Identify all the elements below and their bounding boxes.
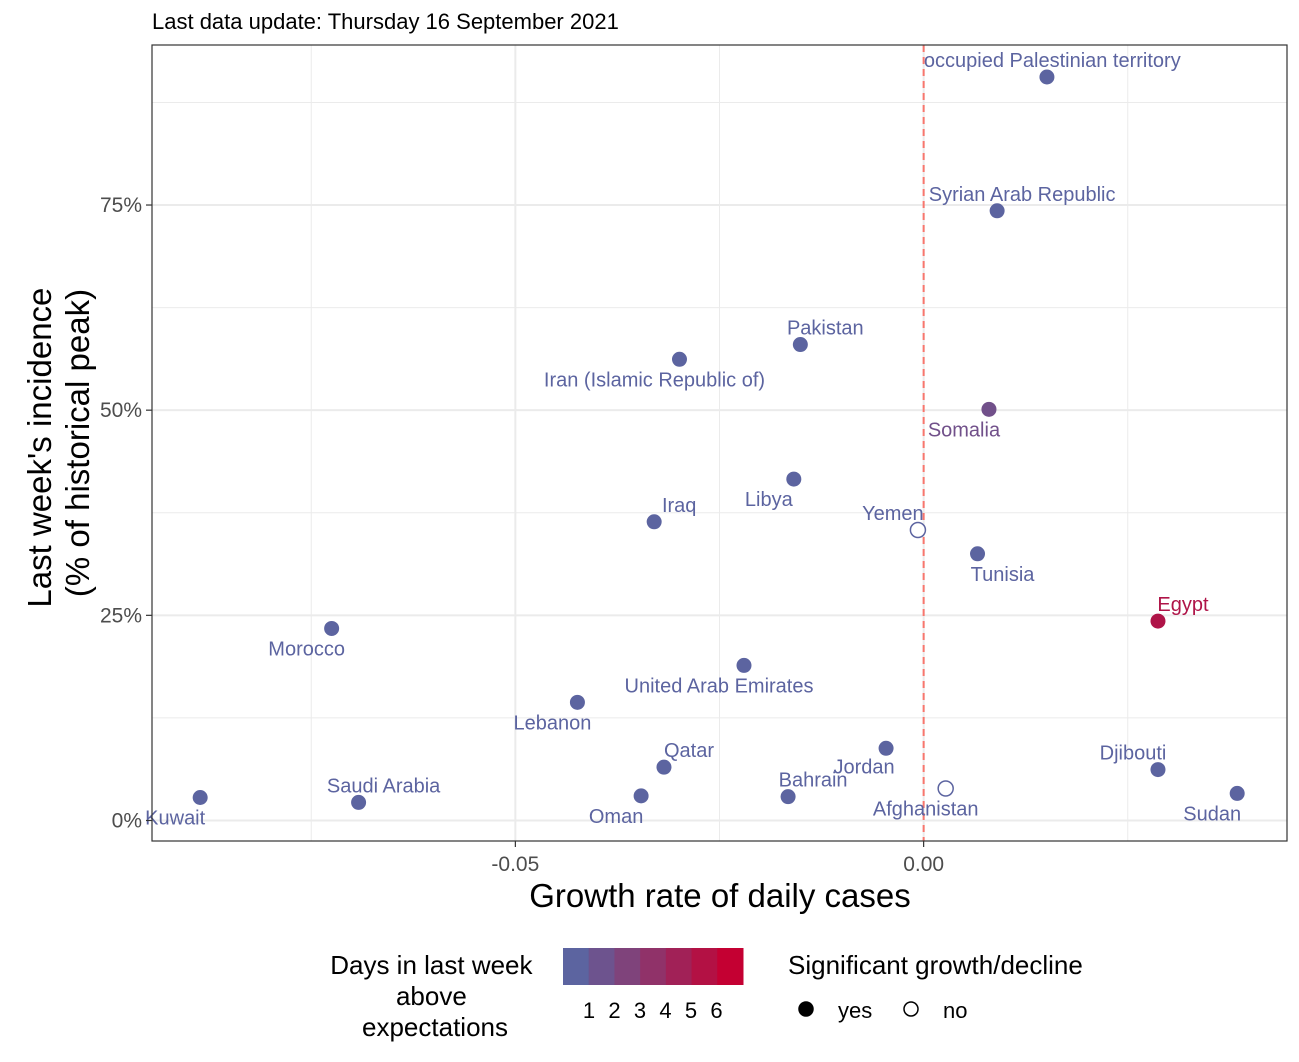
x-tick-label: -0.05 [491, 853, 539, 876]
color-legend-title-line-1: Days in last week [330, 950, 533, 980]
color-legend-label: 4 [659, 998, 671, 1023]
point-jordan [878, 740, 894, 756]
point-egypt [1150, 613, 1166, 629]
point-sudan [1229, 785, 1245, 801]
label-saudi-arabia: Saudi Arabia [327, 775, 441, 797]
point-saudi-arabia [351, 794, 367, 810]
point-iran-islamic-republic-of [671, 351, 687, 367]
color-bar-segment [691, 948, 718, 985]
point-afghanistan [937, 780, 954, 797]
legend-filled-circle [798, 1001, 814, 1017]
color-bar-segment [640, 948, 667, 985]
label-united-arab-emirates: United Arab Emirates [625, 675, 814, 697]
y-axis-ticks: 0% 25% 50% 75% [100, 194, 152, 832]
label-oman: Oman [589, 806, 643, 828]
point-pakistan [792, 337, 808, 353]
color-bar-segment [588, 948, 615, 985]
label-syrian-arab-republic: Syrian Arab Republic [929, 184, 1116, 206]
point-bahrain [780, 789, 796, 805]
color-legend-label: 1 [583, 998, 595, 1023]
data-update-note: Last data update: Thursday 16 September … [152, 9, 619, 34]
shape-legend-title: Significant growth/decline [788, 950, 1083, 980]
label-djibouti: Djibouti [1100, 743, 1167, 765]
y-axis-title-line-2: (% of historical peak) [59, 289, 96, 597]
shape-legend-label: yes [838, 998, 872, 1023]
label-afghanistan: Afghanistan [873, 798, 979, 820]
label-libya: Libya [745, 489, 794, 511]
x-axis-title: Growth rate of daily cases [529, 877, 911, 914]
label-iraq: Iraq [662, 495, 696, 517]
label-bahrain: Bahrain [779, 770, 848, 792]
grid-lines [152, 45, 1287, 841]
point-occupied-palestinian-territory [1039, 69, 1055, 85]
point-lebanon [569, 694, 585, 710]
color-bar-segment [614, 948, 641, 985]
label-sudan: Sudan [1183, 803, 1241, 825]
x-axis-ticks: -0.05 0.00 [491, 841, 944, 876]
label-pakistan: Pakistan [787, 318, 864, 340]
label-jordan: Jordan [833, 756, 894, 778]
point-djibouti [1150, 762, 1166, 778]
y-axis-title-line-1: Last week's incidence [21, 288, 58, 608]
point-tunisia [970, 546, 986, 562]
shape-legend-label: no [943, 998, 967, 1023]
y-tick-label: 50% [100, 399, 142, 422]
point-syrian-arab-republic [989, 203, 1005, 219]
color-bar-segment [717, 948, 744, 985]
x-tick-label: 0.00 [903, 853, 944, 876]
point-oman [633, 788, 649, 804]
color-gradient-bar [563, 948, 744, 985]
shape-legend-items: yes no [798, 998, 967, 1023]
y-tick-label: 25% [100, 604, 142, 627]
y-axis-title: Last week's incidence (% of historical p… [21, 278, 96, 607]
color-bar-segment [665, 948, 693, 985]
label-occupied-palestinian-territory: occupied Palestinian territory [924, 50, 1181, 72]
legend-open-circle [903, 1001, 919, 1017]
label-tunisia: Tunisia [971, 564, 1036, 586]
color-bar-segment [563, 948, 590, 985]
point-qatar [656, 759, 672, 775]
point-somalia [981, 401, 997, 417]
color-legend-title-line-3: expectations [362, 1012, 508, 1042]
color-legend-label: 6 [710, 998, 722, 1023]
label-lebanon: Lebanon [513, 712, 591, 734]
point-labels: occupied Palestinian territory Syrian Ara… [145, 50, 1241, 830]
label-egypt: Egypt [1157, 594, 1209, 616]
point-libya [786, 471, 802, 487]
data-points [192, 69, 1245, 810]
point-morocco [324, 620, 340, 636]
color-legend-label: 3 [634, 998, 646, 1023]
point-united-arab-emirates [736, 657, 752, 673]
label-qatar: Qatar [664, 740, 714, 762]
color-legend-title: Days in last week above expectations [330, 950, 540, 1042]
panel-border [151, 44, 1288, 842]
label-kuwait: Kuwait [145, 808, 205, 830]
label-yemen: Yemen [862, 503, 924, 525]
point-yemen [909, 521, 927, 539]
point-kuwait [192, 790, 208, 806]
color-legend-label: 2 [608, 998, 620, 1023]
color-legend-label: 5 [685, 998, 697, 1023]
point-iraq [646, 514, 662, 530]
label-somalia: Somalia [928, 419, 1001, 441]
label-iran-islamic-republic-of: Iran (Islamic Republic of) [544, 369, 765, 391]
y-tick-label: 75% [100, 194, 142, 217]
y-tick-label: 0% [112, 809, 142, 832]
label-morocco: Morocco [268, 638, 345, 660]
color-legend-title-line-2: above [396, 981, 467, 1011]
